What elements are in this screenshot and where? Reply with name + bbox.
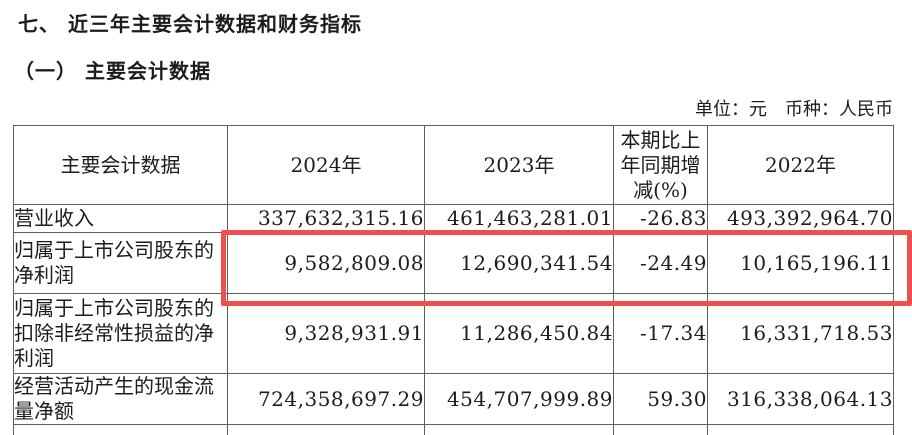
value-2023: 461,463,281.01 <box>424 204 614 233</box>
col-header-2022: 2022年 <box>707 125 894 205</box>
col-header-change: 本期比上年同期增减(%) <box>613 125 708 205</box>
table-row-net-profit: 归属于上市公司股东的净利润 9,582,809.08 12,690,341.54… <box>13 232 894 294</box>
value-2022: 493,392,964.70 <box>707 204 894 233</box>
value-2024: 9,328,931.91 <box>227 293 425 374</box>
section-title: 七、 近三年主要会计数据和财务指标 <box>18 12 362 36</box>
col-header-metric: 主要会计数据 <box>13 125 228 205</box>
table-row-net-profit-excl-nonrecurring: 归属于上市公司股东的扣除非经常性损益的净利润 9,328,931.91 11,2… <box>13 293 894 374</box>
unit-currency-line: 单位：元 币种：人民币 <box>695 95 893 121</box>
value-2023: 12,690,341.54 <box>424 232 614 294</box>
col-header-2023: 2023年 <box>424 125 614 205</box>
subsection-title: （一） 主要会计数据 <box>14 59 211 83</box>
partial-next-header-text: 本期末比上 <box>615 433 707 435</box>
currency-label: 币种：人民币 <box>785 99 893 120</box>
table-header-row: 主要会计数据 2024年 2023年 本期比上年同期增减(%) 2022年 <box>13 125 894 205</box>
table-row-operating-cash-flow: 经营活动产生的现金流量净额 724,358,697.29 454,707,999… <box>13 373 894 425</box>
unit-label: 单位：元 <box>695 99 767 120</box>
row-label <box>13 424 228 435</box>
value-change: -24.49 <box>613 232 708 294</box>
col-header-2024: 2024年 <box>227 125 425 205</box>
value-2022: 10,165,196.11 <box>707 232 894 294</box>
row-label: 归属于上市公司股东的净利润 <box>13 232 228 294</box>
accounting-data-table: 主要会计数据 2024年 2023年 本期比上年同期增减(%) 2022年 营业… <box>13 125 894 435</box>
value-change: 59.30 <box>613 373 708 425</box>
row-label: 营业收入 <box>13 204 228 233</box>
table-row-partial-clipped: 本期末比上 <box>13 424 894 435</box>
row-label: 经营活动产生的现金流量净额 <box>13 373 228 425</box>
value-2023: 454,707,999.89 <box>424 373 614 425</box>
value-change: -26.83 <box>613 204 708 233</box>
table-row-operating-revenue: 营业收入 337,632,315.16 461,463,281.01 -26.8… <box>13 204 894 233</box>
value-2022: 316,338,064.13 <box>707 373 894 425</box>
value-2024: 724,358,697.29 <box>227 373 425 425</box>
value-2023: 11,286,450.84 <box>424 293 614 374</box>
value-2024: 9,582,809.08 <box>227 232 425 294</box>
value-2024: 337,632,315.16 <box>227 204 425 233</box>
value-2022: 16,331,718.53 <box>707 293 894 374</box>
value-change: -17.34 <box>613 293 708 374</box>
row-label: 归属于上市公司股东的扣除非经常性损益的净利润 <box>13 293 228 374</box>
